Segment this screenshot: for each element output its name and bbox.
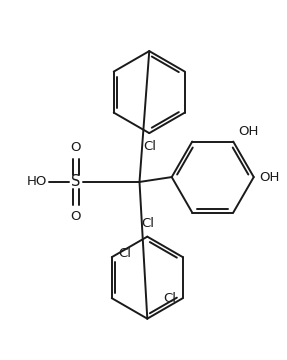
Text: Cl: Cl [163,292,176,305]
Text: HO: HO [26,175,47,188]
Text: OH: OH [260,171,280,184]
Text: O: O [70,210,80,223]
Text: Cl: Cl [141,217,154,230]
Text: Cl: Cl [119,247,132,260]
Text: OH: OH [238,125,259,138]
Text: S: S [71,175,81,189]
Text: Cl: Cl [143,140,156,153]
Text: O: O [70,141,80,154]
